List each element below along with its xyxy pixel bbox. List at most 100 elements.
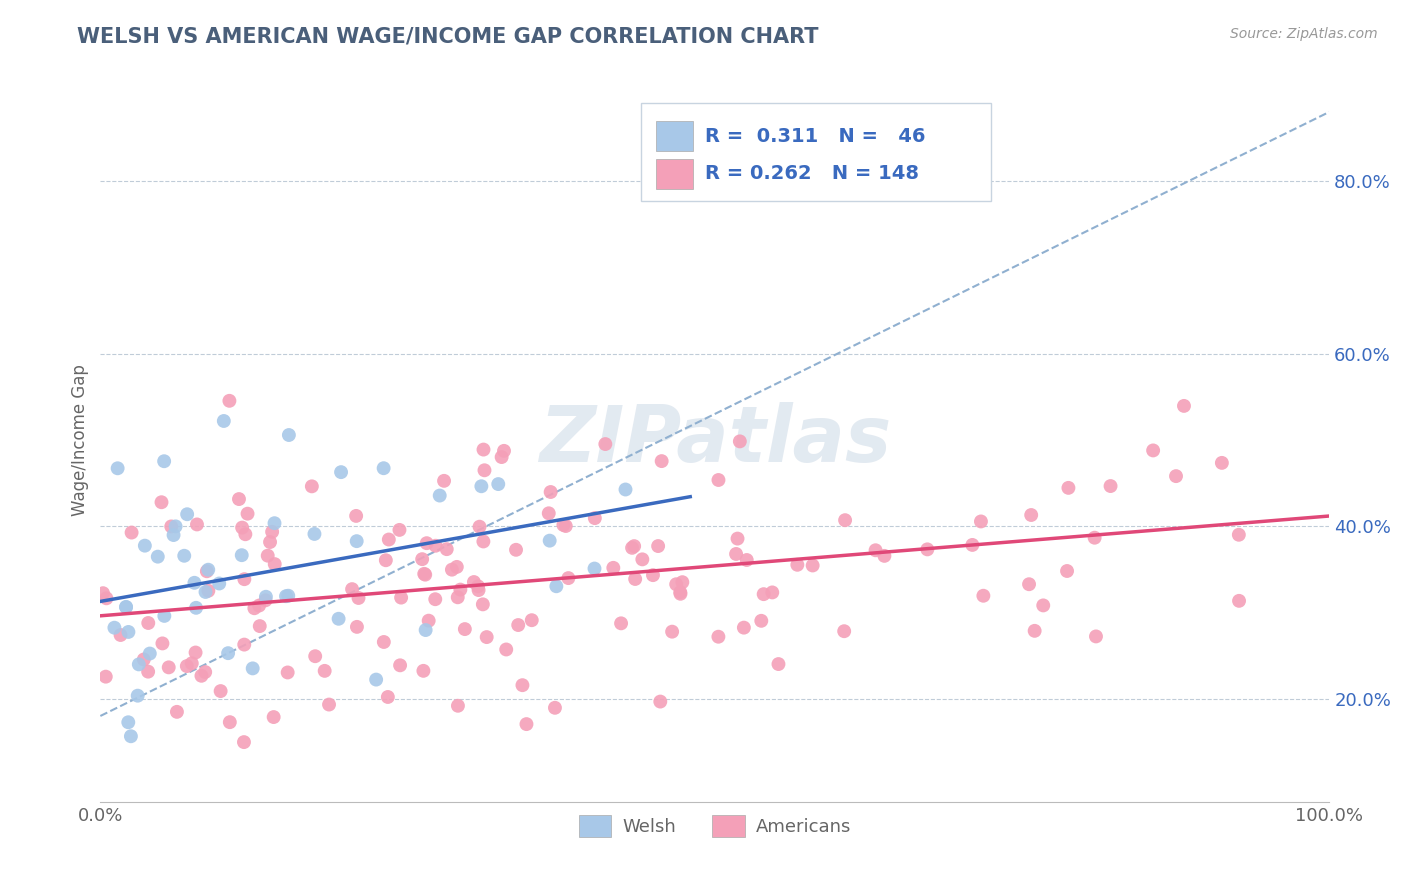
Point: [388, 523, 411, 537]
Point: [768, 657, 790, 671]
Text: R = 0.262   N = 148: R = 0.262 N = 148: [704, 164, 920, 184]
Point: [761, 585, 783, 599]
Point: [377, 690, 399, 704]
Point: [972, 589, 994, 603]
Point: [610, 616, 633, 631]
Point: [425, 592, 447, 607]
Point: [749, 614, 772, 628]
Point: [176, 508, 198, 522]
Point: [707, 630, 730, 644]
Point: [94, 670, 117, 684]
Point: [1032, 599, 1054, 613]
Point: [752, 587, 775, 601]
Point: [865, 543, 887, 558]
Point: [373, 461, 395, 475]
Point: [1018, 577, 1040, 591]
Point: [540, 485, 562, 500]
Point: [520, 613, 543, 627]
Point: [263, 557, 285, 571]
Point: [103, 621, 125, 635]
Point: [436, 542, 458, 557]
Point: [231, 520, 253, 534]
Point: [671, 575, 693, 590]
Point: [474, 463, 496, 477]
Point: [472, 442, 495, 457]
Point: [263, 516, 285, 531]
Point: [184, 600, 207, 615]
Point: [1024, 624, 1046, 638]
Point: [330, 465, 353, 479]
Point: [647, 539, 669, 553]
Point: [304, 649, 326, 664]
Point: [249, 619, 271, 633]
Point: [447, 698, 470, 713]
Point: [117, 715, 139, 730]
Point: [665, 577, 688, 591]
Point: [1099, 479, 1122, 493]
Point: [121, 525, 143, 540]
Point: [212, 414, 235, 428]
Point: [195, 564, 218, 578]
Point: [180, 657, 202, 671]
Point: [242, 661, 264, 675]
Text: R =  0.311   N =   46: R = 0.311 N = 46: [704, 127, 925, 145]
Point: [454, 622, 477, 636]
Text: ZIPatlas: ZIPatlas: [538, 402, 891, 478]
Point: [389, 658, 412, 673]
Point: [415, 623, 437, 637]
Point: [468, 519, 491, 533]
Point: [136, 665, 159, 679]
Point: [347, 591, 370, 605]
Point: [429, 489, 451, 503]
Point: [508, 618, 530, 632]
FancyBboxPatch shape: [641, 103, 991, 201]
Point: [413, 566, 436, 581]
Point: [218, 715, 240, 730]
Point: [262, 524, 284, 539]
Point: [263, 710, 285, 724]
Point: [650, 695, 672, 709]
Point: [173, 549, 195, 563]
Point: [274, 589, 297, 603]
Point: [318, 698, 340, 712]
Point: [486, 477, 509, 491]
Point: [1084, 531, 1107, 545]
Point: [583, 561, 606, 575]
Point: [1057, 481, 1080, 495]
Text: Source: ZipAtlas.com: Source: ZipAtlas.com: [1230, 27, 1378, 41]
Point: [467, 583, 489, 598]
Text: WELSH VS AMERICAN WAGE/INCOME GAP CORRELATION CHART: WELSH VS AMERICAN WAGE/INCOME GAP CORREL…: [77, 27, 818, 46]
Point: [515, 717, 537, 731]
Point: [449, 582, 471, 597]
Point: [425, 539, 447, 553]
Point: [127, 689, 149, 703]
Point: [132, 652, 155, 666]
Point: [186, 517, 208, 532]
Point: [366, 673, 388, 687]
Point: [228, 491, 250, 506]
Point: [1173, 399, 1195, 413]
Point: [194, 665, 217, 679]
Point: [259, 535, 281, 549]
Point: [669, 587, 692, 601]
Point: [134, 539, 156, 553]
Point: [157, 660, 180, 674]
Point: [415, 536, 437, 550]
Point: [728, 434, 751, 449]
Point: [91, 586, 114, 600]
Point: [433, 474, 456, 488]
Point: [467, 579, 489, 593]
Point: [218, 393, 240, 408]
Point: [475, 630, 498, 644]
Point: [614, 483, 637, 497]
Point: [162, 528, 184, 542]
Point: [1056, 564, 1078, 578]
Point: [470, 479, 492, 493]
Point: [233, 638, 256, 652]
Point: [411, 552, 433, 566]
Point: [1227, 594, 1250, 608]
Point: [1085, 629, 1108, 643]
Point: [346, 534, 368, 549]
Point: [96, 591, 118, 606]
Point: [512, 678, 534, 692]
